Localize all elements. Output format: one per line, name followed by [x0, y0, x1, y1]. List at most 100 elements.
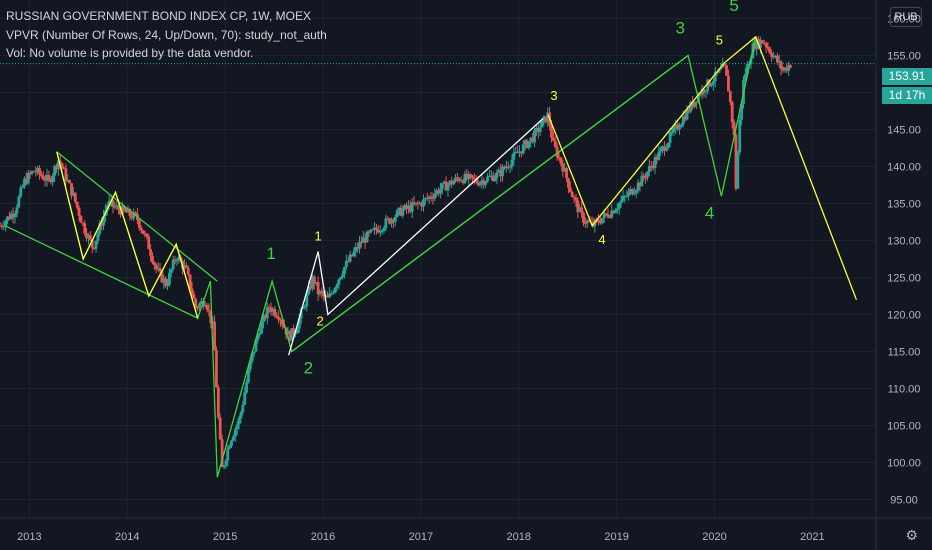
candle-body [380, 230, 384, 232]
candle-body [422, 199, 425, 207]
candle-body [670, 132, 674, 134]
candle-body [725, 65, 728, 76]
candle-body [279, 319, 282, 321]
candle-body [454, 177, 457, 182]
candle-body [423, 198, 427, 200]
candle-body [311, 276, 314, 289]
candle-body [627, 191, 631, 197]
candle-body [710, 84, 713, 86]
candle-body [785, 67, 789, 71]
candle-body [783, 67, 787, 71]
candle-body [412, 202, 416, 205]
candle-body [736, 152, 740, 189]
candle-body [237, 418, 241, 425]
candle-body [779, 61, 783, 69]
candle-body [262, 315, 265, 323]
candle-body [429, 196, 433, 198]
candle-body [546, 112, 550, 123]
candle-body [134, 212, 137, 215]
candle-body [149, 249, 152, 256]
candle-body [655, 157, 659, 161]
wave-label-2: 2 [316, 314, 323, 329]
candle-body [743, 74, 747, 80]
volume-note: Vol: No volume is provided by the data v… [6, 46, 254, 60]
candle-body [614, 210, 617, 214]
candle-body [83, 223, 87, 234]
candle-body [81, 222, 85, 224]
candle-body [320, 291, 324, 294]
candle-body [508, 166, 512, 168]
candle-body [375, 227, 378, 230]
candle-body [469, 174, 472, 176]
candle-body [192, 294, 196, 299]
candle-body [619, 200, 623, 204]
candle-body [164, 278, 168, 287]
candle-body [120, 205, 124, 215]
candle-body [631, 189, 634, 195]
candle-body [314, 281, 318, 284]
candle-body [405, 205, 408, 209]
candle-body [77, 207, 81, 216]
candle-body [551, 137, 555, 141]
candle-body [295, 328, 299, 334]
candle-body [305, 294, 309, 307]
candle-body [64, 168, 68, 181]
candle-body [60, 163, 64, 168]
candle-body [770, 53, 774, 58]
candle-body [2, 226, 6, 228]
time-tick-label: 2016 [311, 531, 335, 543]
gear-icon[interactable]: ⚙ [905, 527, 918, 543]
candle-body [143, 233, 147, 235]
candle-body [369, 229, 373, 233]
candle-body [361, 237, 365, 243]
candle-body [717, 69, 721, 73]
candle-body [96, 233, 100, 241]
candle-body [352, 251, 356, 257]
candle-body [401, 209, 405, 216]
currency-button[interactable]: RUB [890, 7, 922, 27]
candle-body [418, 203, 422, 205]
candle-body [55, 166, 58, 170]
candle-body [90, 239, 94, 248]
candle-body [348, 254, 352, 262]
candle-body [9, 213, 13, 219]
candle-body [738, 119, 742, 153]
candle-body [122, 205, 126, 211]
candle-body [269, 307, 273, 312]
candle-body [491, 175, 495, 182]
candle-body [358, 241, 361, 249]
candle-body [407, 205, 410, 209]
candle-body [734, 134, 738, 189]
candle-body [66, 180, 70, 182]
candle-body [331, 292, 335, 294]
candle-body [290, 328, 294, 341]
candle-body [478, 182, 482, 186]
candle-body [169, 269, 173, 273]
candle-body [612, 210, 616, 214]
time-tick-label: 2017 [409, 531, 433, 543]
candle-body [444, 181, 448, 191]
candle-body [523, 140, 527, 145]
candle-body [668, 132, 672, 144]
candle-body [294, 333, 297, 335]
candle-body [337, 279, 341, 285]
candle-body [557, 157, 561, 159]
candle-body [615, 208, 619, 211]
candle-body [376, 229, 380, 233]
candle-body [211, 321, 215, 324]
candle-body [24, 178, 28, 184]
candle-body [267, 307, 271, 309]
candle-body [416, 202, 420, 204]
candle-body [759, 40, 762, 48]
candle-body [177, 256, 181, 261]
candle-body [85, 233, 88, 239]
candle-body [646, 171, 649, 178]
candle-body [322, 293, 326, 296]
candle-body [32, 171, 36, 173]
candle-body [371, 229, 375, 231]
candle-body [297, 318, 301, 329]
candle-body [661, 146, 664, 149]
candle-body [8, 216, 11, 219]
candle-body [403, 205, 407, 210]
